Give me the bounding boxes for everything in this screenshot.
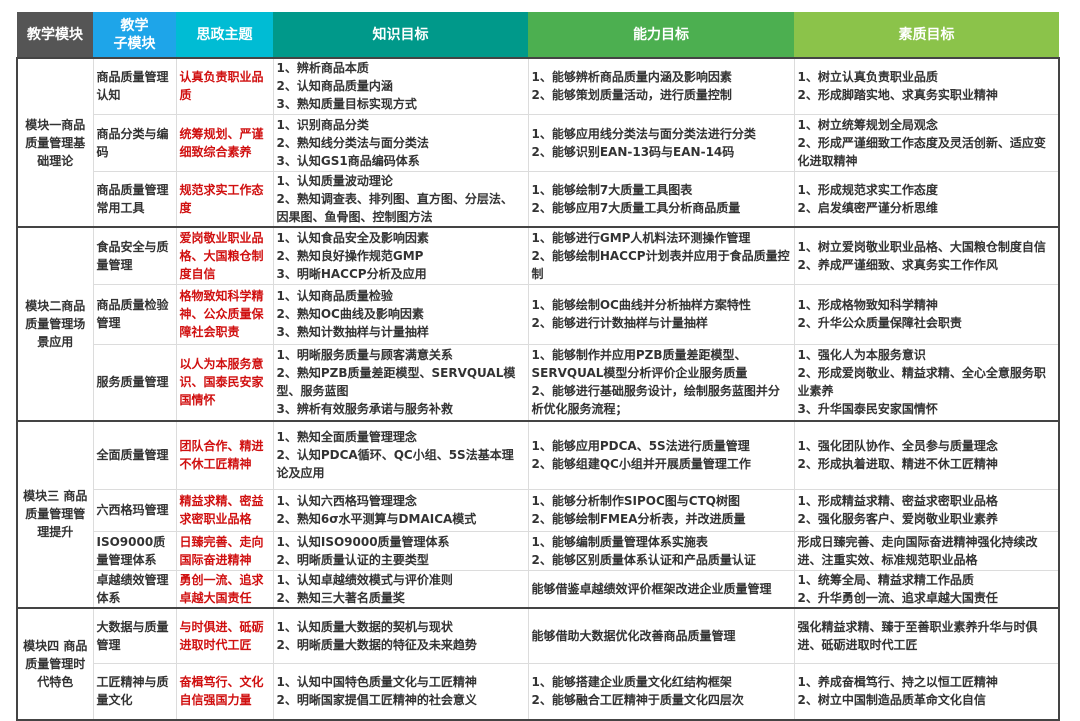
knowledge-cell: 1、认知卓越绩效模式与评价准则 2、熟知三大著名质量奖 bbox=[272, 569, 529, 609]
quality-cell: 1、形成格物致知科学精神 2、升华公众质量保障社会职责 bbox=[793, 283, 1060, 345]
submodule-cell: 服务质量管理 bbox=[92, 343, 177, 422]
submodule-cell: ISO9000质量管理体系 bbox=[92, 530, 177, 571]
ability-cell: 1、能够绘制7大质量工具图表 2、能够应用7大质量工具分析商品质量 bbox=[527, 170, 795, 228]
submodule-cell: 商品分类与编码 bbox=[92, 113, 177, 172]
knowledge-cell: 1、认知中国特色质量文化与工匠精神 2、明晰国家提倡工匠精神的社会意义 bbox=[272, 663, 529, 721]
quality-cell: 形成日臻完善、走向国际奋进精神强化持续改进、注重实效、标准规范职业品格 bbox=[793, 530, 1060, 571]
quality-cell: 1、树立认真负责职业品质 2、形成脚踏实地、求真务实职业精神 bbox=[793, 57, 1060, 115]
table-row: 服务质量管理 以人为本服务意识、国泰民安家国情怀 1、明晰服务质量与顾客满意关系 2… bbox=[17, 343, 1060, 422]
curriculum-table: 教学模块 教学 子模块 思政主题 知识目标 能力目标 素质目标 模块一商品质量管理基础理论… bbox=[16, 12, 1060, 721]
ability-cell: 1、能够辨析商品质量内涵及影响因素 2、能够策划质量活动，进行质量控制 bbox=[527, 57, 795, 115]
submodule-cell: 大数据与质量管理 bbox=[92, 606, 177, 664]
table-row: 商品质量检验管理 格物致知科学精神、公众质量保障社会职责 1、认知商品质量检验 2、… bbox=[17, 283, 1060, 345]
header-submodule: 教学 子模块 bbox=[93, 12, 176, 58]
table-row: 模块二商品质量管理场景应用 食品安全与质量管理 爱岗敬业职业品格、大国粮仓制度自信 1… bbox=[16, 226, 1060, 422]
knowledge-cell: 1、明晰服务质量与顾客满意关系 2、熟知PZB质量差距模型、SERVQUAL模型… bbox=[272, 343, 529, 422]
ability-cell: 1、能够分析制作SIPOC图与CTQ树图 2、能够绘制FMEA分析表，并改进质量 bbox=[527, 488, 795, 532]
ability-cell: 1、能够编制质量管理体系实施表 2、能够区别质量体系认证和产品质量认证 bbox=[527, 530, 795, 571]
submodule-cell: 食品安全与质量管理 bbox=[92, 226, 177, 285]
submodule-cell: 商品质量管理常用工具 bbox=[92, 170, 177, 228]
ability-cell: 1、能够绘制OC曲线并分析抽样方案特性 2、能够进行计数抽样与计量抽样 bbox=[527, 283, 795, 345]
theme-cell: 认真负责职业品质 bbox=[175, 57, 274, 115]
table-row: 模块一商品质量管理基础理论 商品质量管理认知 认真负责职业品质 1、辨析商品本质 2、… bbox=[16, 57, 1060, 228]
table-row: 六西格玛管理 精益求精、密益求密职业品格 1、认知六西格玛管理理念 2、熟知6σ水平… bbox=[17, 488, 1060, 532]
knowledge-cell: 1、识别商品分类 2、熟知线分类法与面分类法 3、认知GS1商品编码体系 bbox=[272, 113, 529, 172]
submodule-cell: 六西格玛管理 bbox=[92, 488, 177, 532]
theme-cell: 以人为本服务意识、国泰民安家国情怀 bbox=[175, 343, 274, 422]
table-row: ISO9000质量管理体系 日臻完善、走向国际奋进精神 1、认知ISO9000质量管… bbox=[17, 530, 1060, 571]
header-row: 教学模块 教学 子模块 思政主题 知识目标 能力目标 素质目标 bbox=[17, 12, 1059, 58]
knowledge-cell: 1、认知质量大数据的契机与现状 2、明晰质量大数据的特征及未来趋势 bbox=[272, 606, 529, 664]
ability-cell: 能够借鉴卓越绩效评价框架改进企业质量管理 bbox=[527, 569, 795, 609]
ability-cell: 1、能够搭建企业质量文化红结构框架 2、能够融合工匠精神于质量文化四层次 bbox=[527, 663, 795, 721]
knowledge-cell: 1、认知ISO9000质量管理体系 2、明晰质量认证的主要类型 bbox=[272, 530, 529, 571]
module-name: 模块三 商品质量管理管理提升 bbox=[16, 420, 94, 609]
ability-cell: 能够借助大数据优化改善商品质量管理 bbox=[527, 606, 795, 664]
table-row: 模块三 商品质量管理管理提升 全面质量管理 团队合作、精进不休工匠精神 1、熟知全面质… bbox=[16, 420, 1060, 609]
knowledge-cell: 1、熟知全面质量管理理念 2、认知PDCA循环、QC小组、5S法基本理论及应用 bbox=[272, 420, 529, 490]
table-row: 商品分类与编码 统筹规划、严谨细致综合素养 1、识别商品分类 2、熟知线分类法与面分… bbox=[17, 113, 1060, 172]
quality-cell: 强化精益求精、臻于至善职业素养升华与时俱进、砥砺进取时代工匠 bbox=[793, 606, 1060, 664]
header-ability: 能力目标 bbox=[528, 12, 794, 58]
theme-cell: 日臻完善、走向国际奋进精神 bbox=[175, 530, 274, 571]
table-row: 模块四 商品质量管理时代特色 大数据与质量管理 与时俱进、砥砺进取时代工匠 1、认知质… bbox=[16, 606, 1060, 721]
ability-cell: 1、能够应用线分类法与面分类法进行分类 2、能够识别EAN-13码与EAN-14… bbox=[527, 113, 795, 172]
knowledge-cell: 1、认知食品安全及影响因素 2、熟知良好操作规范GMP 3、明晰HACCP分析及… bbox=[272, 226, 529, 285]
module-name: 模块二商品质量管理场景应用 bbox=[16, 226, 94, 422]
submodule-cell: 商品质量检验管理 bbox=[92, 283, 177, 345]
submodule-cell: 工匠精神与质量文化 bbox=[92, 663, 177, 721]
theme-cell: 规范求实工作态度 bbox=[175, 170, 274, 228]
quality-cell: 1、树立统筹规划全局观念 2、形成严谨细致工作态度及灵活创新、适应变化进取精神 bbox=[793, 113, 1060, 172]
table-row: 卓越绩效管理体系 勇创一流、追求卓越大国责任 1、认知卓越绩效模式与评价准则 2、熟… bbox=[17, 569, 1060, 609]
header-module: 教学模块 bbox=[17, 12, 93, 58]
table-row: 商品质量管理常用工具 规范求实工作态度 1、认知质量波动理论 2、熟知调查表、排列图… bbox=[17, 170, 1060, 228]
quality-cell: 1、形成规范求实工作态度 2、启发缜密严谨分析思维 bbox=[793, 170, 1060, 228]
knowledge-cell: 1、认知商品质量检验 2、熟知OC曲线及影响因素 3、熟知计数抽样与计量抽样 bbox=[272, 283, 529, 345]
knowledge-cell: 1、认知六西格玛管理理念 2、熟知6σ水平测算与DMAICA模式 bbox=[272, 488, 529, 532]
knowledge-cell: 1、认知质量波动理论 2、熟知调查表、排列图、直方图、分层法、因果图、鱼骨图、控… bbox=[272, 170, 529, 228]
theme-cell: 精益求精、密益求密职业品格 bbox=[175, 488, 274, 532]
submodule-cell: 全面质量管理 bbox=[92, 420, 177, 490]
ability-cell: 1、能够制作并应用PZB质量差距模型、SERVQUAL模型分析评价企业服务质量 … bbox=[527, 343, 795, 422]
quality-cell: 1、强化团队协作、全员参与质量理念 2、形成执着进取、精进不休工匠精神 bbox=[793, 420, 1060, 490]
ability-cell: 1、能够应用PDCA、5S法进行质量管理 2、能够组建QC小组并开展质量管理工作 bbox=[527, 420, 795, 490]
theme-cell: 与时俱进、砥砺进取时代工匠 bbox=[175, 606, 274, 664]
theme-cell: 奋楫笃行、文化自信强国力量 bbox=[175, 663, 274, 721]
submodule-cell: 商品质量管理认知 bbox=[92, 57, 177, 115]
quality-cell: 1、树立爱岗敬业职业品格、大国粮仓制度自信 2、养成严谨细致、求真务实工作作风 bbox=[793, 226, 1060, 285]
table-row: 工匠精神与质量文化 奋楫笃行、文化自信强国力量 1、认知中国特色质量文化与工匠精神 … bbox=[17, 663, 1060, 721]
theme-cell: 统筹规划、严谨细致综合素养 bbox=[175, 113, 274, 172]
ability-cell: 1、能够进行GMP人机料法环测操作管理 2、能够绘制HACCP计划表并应用于食品… bbox=[527, 226, 795, 285]
module-name: 模块四 商品质量管理时代特色 bbox=[16, 606, 94, 721]
theme-cell: 格物致知科学精神、公众质量保障社会职责 bbox=[175, 283, 274, 345]
theme-cell: 勇创一流、追求卓越大国责任 bbox=[175, 569, 274, 609]
theme-cell: 团队合作、精进不休工匠精神 bbox=[175, 420, 274, 490]
quality-cell: 1、形成精益求精、密益求密职业品格 2、强化服务客户、爱岗敬业职业素养 bbox=[793, 488, 1060, 532]
header-quality: 素质目标 bbox=[794, 12, 1059, 58]
quality-cell: 1、养成奋楫笃行、持之以恒工匠精神 2、树立中国制造品质革命文化自信 bbox=[793, 663, 1060, 721]
theme-cell: 爱岗敬业职业品格、大国粮仓制度自信 bbox=[175, 226, 274, 285]
header-knowledge: 知识目标 bbox=[273, 12, 528, 58]
header-theme: 思政主题 bbox=[176, 12, 273, 58]
module-name: 模块一商品质量管理基础理论 bbox=[16, 57, 94, 228]
submodule-cell: 卓越绩效管理体系 bbox=[92, 569, 177, 609]
quality-cell: 1、强化人为本服务意识 2、形成爱岗敬业、精益求精、全心全意服务职业素养 3、升… bbox=[793, 343, 1060, 422]
knowledge-cell: 1、辨析商品本质 2、认知商品质量内涵 3、熟知质量目标实现方式 bbox=[272, 57, 529, 115]
quality-cell: 1、统筹全局、精益求精工作品质 2、升华勇创一流、追求卓越大国责任 bbox=[793, 569, 1060, 609]
